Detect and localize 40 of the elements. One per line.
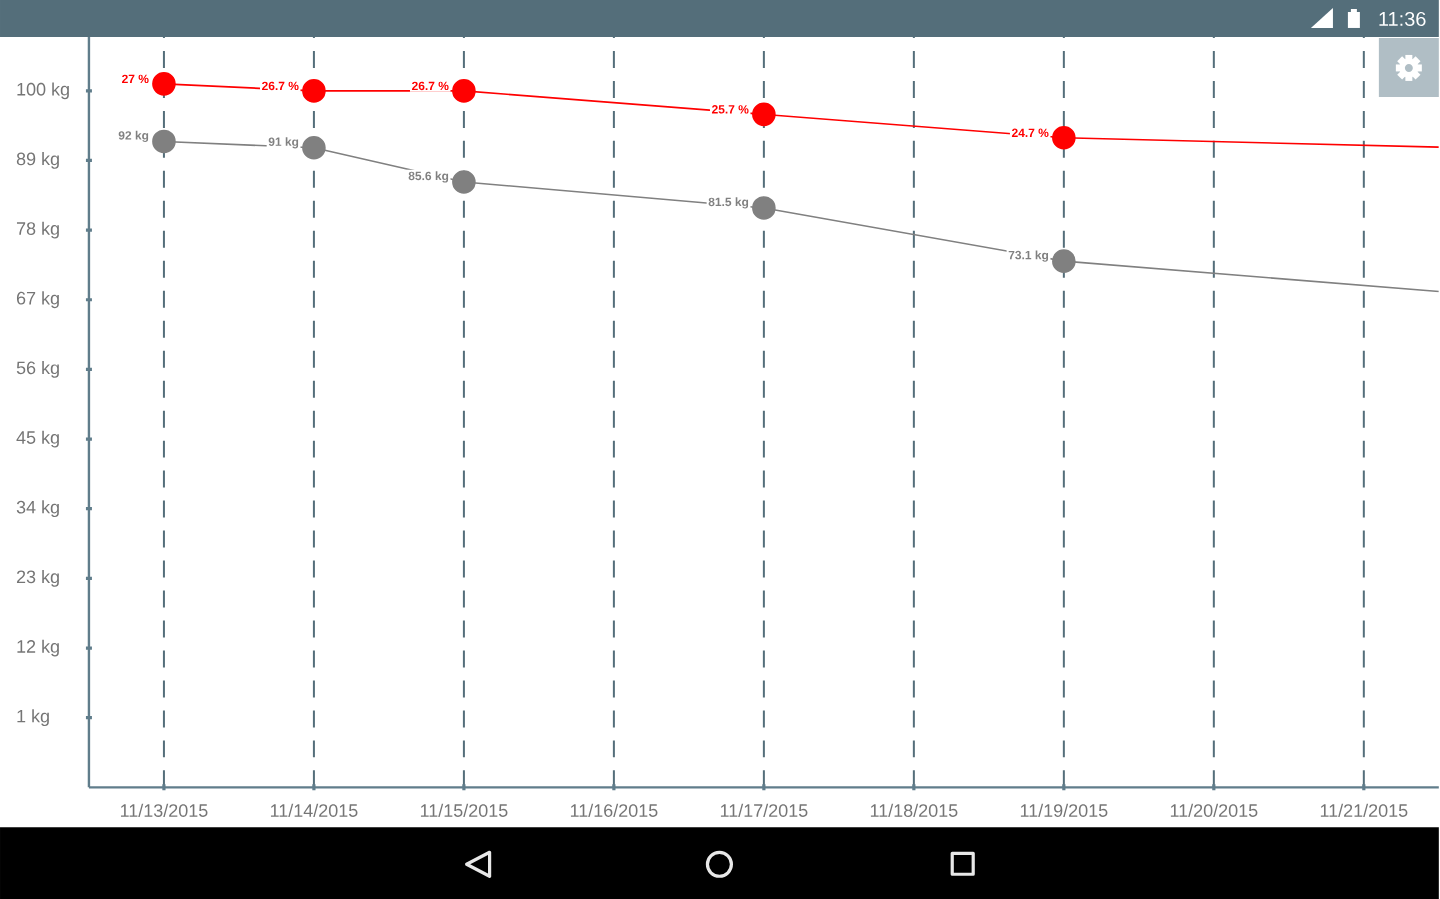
point [452,78,476,103]
data-label: 27 % [122,74,149,83]
x-tick-label: 11/16/2015 [570,803,658,817]
text: 11:36 [1379,11,1426,26]
y-tick-label: 67 kg [16,291,59,309]
point [302,78,326,103]
point [752,196,776,220]
x-tick-label: 11/14/2015 [270,803,358,817]
data-label: 25.7 % [711,104,749,114]
data-label: 26.7 % [411,81,449,91]
data-label: 81.5 kg [708,197,749,209]
y-tick-label: 1 kg [17,709,49,726]
x-tick-label: 11/21/2015 [1320,803,1408,817]
y-tick-label: 78 kg [16,221,59,239]
y-tick-label: 23 kg [16,569,59,587]
y-tick-label: 100 kg [17,82,69,100]
point [302,135,326,160]
point [1052,125,1076,150]
y-tick-label: 12 kg [17,639,59,657]
point [152,71,176,96]
x-tick-label: 11/20/2015 [1170,803,1258,817]
data-label: 85.6 kg [408,171,449,183]
data-label: 92 kg [118,130,149,142]
data-label: 24.7 % [1011,128,1049,137]
x-tick-label: 11/18/2015 [870,803,958,817]
y-tick-label: 45 kg [16,430,59,448]
point [1052,249,1076,273]
x-tick-label: 11/19/2015 [1020,803,1108,817]
x-tick-label: 11/13/2015 [120,803,208,817]
y-tick-label: 56 kg [16,360,59,378]
point [152,129,176,154]
x-tick-label: 11/15/2015 [420,803,508,817]
y-tick-label: 89 kg [16,151,59,169]
y-tick-label: 34 kg [16,500,59,517]
data-label: 73.1 kg [1008,250,1049,262]
point [752,102,776,127]
x-tick-label: 11/17/2015 [720,803,808,817]
data-label: 91 kg [268,137,299,149]
point [452,170,476,194]
data-label: 26.7 % [262,81,299,91]
